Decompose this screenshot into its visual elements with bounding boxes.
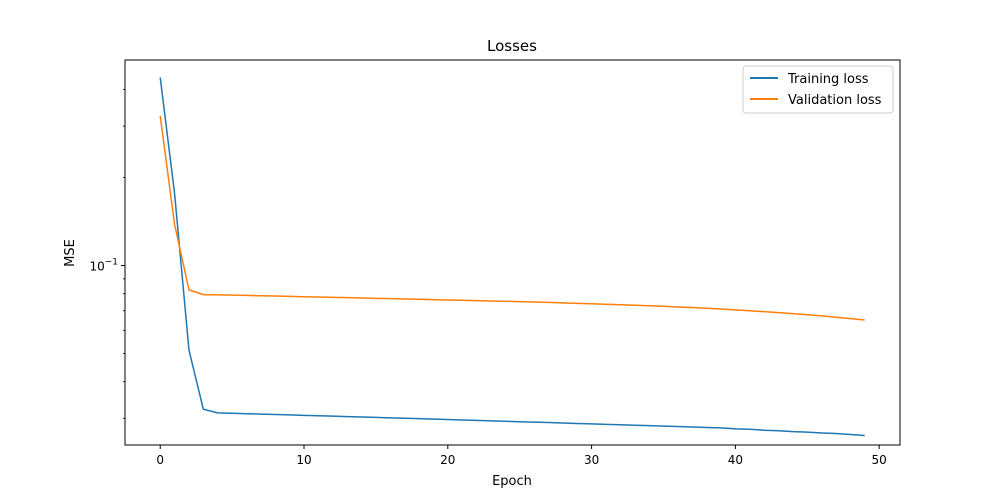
plot-frame <box>124 59 901 446</box>
x-tick-label: 10 <box>296 453 311 467</box>
legend-box <box>742 65 894 114</box>
y-axis-label: MSE <box>63 239 78 267</box>
x-tick-label: 40 <box>728 453 743 467</box>
x-tick-label: 0 <box>156 453 164 467</box>
x-axis: 0 10 20 30 40 50 <box>156 445 887 467</box>
x-tick-label: 50 <box>872 453 887 467</box>
series-line-training-loss <box>159 77 865 437</box>
y-tick-label: 10−1 <box>89 257 118 273</box>
legend: Training loss Validation loss <box>742 65 894 114</box>
series-line-validation-loss <box>159 115 865 321</box>
x-axis-label: Epoch <box>492 474 532 489</box>
x-tick-label: 20 <box>440 453 455 467</box>
y-axis: 10−1 <box>89 89 125 419</box>
legend-label-validation-loss: Validation loss <box>788 93 882 108</box>
chart-title: Losses <box>487 37 537 55</box>
legend-label-training-loss: Training loss <box>787 72 869 87</box>
plot-area <box>159 77 865 437</box>
x-tick-label: 30 <box>584 453 599 467</box>
